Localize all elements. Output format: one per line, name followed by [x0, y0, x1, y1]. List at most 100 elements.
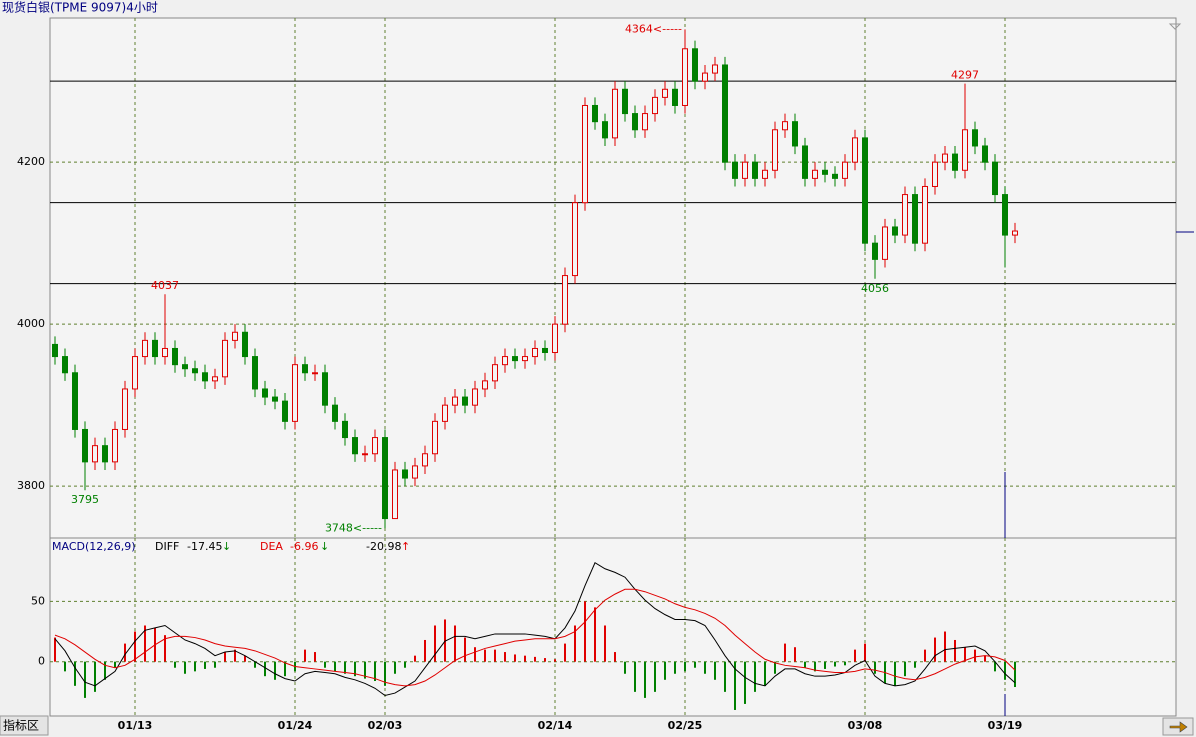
- macd-arrow: ↑: [401, 540, 410, 553]
- candle-body: [222, 339, 228, 378]
- candle-body: [842, 161, 848, 179]
- candle-body: [152, 339, 158, 358]
- macd-bar: [1004, 661, 1006, 680]
- menu-icon[interactable]: [1168, 23, 1182, 30]
- candle-body: [312, 372, 318, 375]
- macd-bar: [224, 652, 226, 662]
- candle-body: [422, 453, 428, 467]
- candle-body: [912, 194, 918, 244]
- candle-body: [642, 113, 648, 131]
- candle-body: [322, 372, 328, 406]
- macd-bar: [914, 661, 916, 668]
- indicator-button-label: 指标区: [3, 718, 39, 733]
- candle-body: [632, 113, 638, 131]
- macd-bar: [114, 661, 116, 668]
- extreme-label: 3795: [71, 493, 99, 506]
- candle-body: [492, 364, 498, 382]
- candle-body: [782, 121, 788, 131]
- macd-bar: [994, 661, 996, 672]
- macd-bar: [324, 661, 326, 668]
- macd-bar: [764, 661, 766, 686]
- diff-name: DIFF: [155, 540, 179, 553]
- candle-body: [52, 343, 58, 358]
- candle-body: [402, 469, 408, 479]
- macd-bar: [854, 649, 856, 662]
- candle-body: [352, 437, 358, 455]
- candle-body: [542, 347, 548, 354]
- candle-body: [922, 185, 928, 244]
- candle-body: [92, 445, 98, 463]
- macd-bar: [354, 661, 356, 677]
- macd-bar: [814, 661, 816, 672]
- y-tick-label: 4200: [17, 155, 45, 168]
- candle-body: [752, 161, 758, 179]
- macd-label: MACD(12,26,9): [52, 540, 136, 553]
- candle-body: [182, 364, 188, 370]
- candle-body: [522, 356, 528, 362]
- macd-bar: [614, 652, 616, 662]
- macd-bar: [174, 661, 176, 668]
- macd-bar: [454, 625, 456, 662]
- y-tick-label: 4000: [17, 317, 45, 330]
- macd-bar: [934, 637, 936, 662]
- macd-bar: [844, 661, 846, 666]
- candle-body: [512, 356, 518, 362]
- macd-bar: [784, 643, 786, 662]
- x-tick-label: 01/13: [118, 719, 153, 732]
- macd-bar: [724, 661, 726, 692]
- candle-body: [532, 347, 538, 358]
- candle-body: [942, 153, 948, 163]
- macd-bar: [874, 661, 876, 674]
- macd-bar: [734, 661, 736, 710]
- candle-body: [252, 356, 258, 390]
- macd-bar: [214, 661, 216, 668]
- candle-body: [132, 356, 138, 390]
- candle-body: [332, 404, 338, 422]
- x-tick-label: 02/03: [368, 719, 403, 732]
- candle-body: [812, 169, 818, 179]
- candle-body: [232, 331, 238, 341]
- chart-title: 现货白银(TPME 9097)4小时: [2, 0, 158, 15]
- macd-bar: [524, 655, 526, 662]
- indicator-button[interactable]: [0, 715, 49, 736]
- macd-bar: [364, 661, 366, 679]
- candle-body: [962, 129, 968, 171]
- macd-bar: [954, 639, 956, 662]
- candle-body: [582, 104, 588, 204]
- macd-line: [54, 562, 1016, 697]
- macd-bar: [474, 647, 476, 662]
- macd-panel: [49, 537, 1177, 717]
- macd-bar: [804, 661, 806, 668]
- extreme-label: 4297: [951, 69, 979, 82]
- candle-body: [862, 137, 868, 244]
- macd-bar: [144, 625, 146, 662]
- macd-bar: [334, 661, 336, 672]
- macd-bar: [394, 661, 396, 674]
- macd-bar: [774, 661, 776, 674]
- macd-bar: [744, 661, 746, 704]
- candle-body: [262, 388, 268, 398]
- candle-body: [292, 364, 298, 422]
- candle-body: [272, 396, 278, 402]
- extreme-label: 3748<-----: [325, 521, 382, 534]
- macd-bar: [304, 649, 306, 662]
- macd-bar: [424, 639, 426, 662]
- candle-body: [202, 372, 208, 382]
- candle-body: [952, 153, 958, 171]
- macd-bar: [264, 661, 266, 677]
- macd-bar: [894, 661, 896, 686]
- candle-body: [982, 145, 988, 163]
- macd-bar: [624, 661, 626, 674]
- candle-body: [672, 88, 678, 106]
- macd-bar: [694, 661, 696, 668]
- macd-bar: [414, 655, 416, 662]
- macd-bar: [974, 649, 976, 662]
- macd-bar: [984, 655, 986, 662]
- macd-bar: [654, 661, 656, 692]
- macd-bar: [184, 661, 186, 674]
- candle-body: [682, 48, 688, 106]
- macd-bar: [534, 656, 536, 662]
- macd-bar: [204, 661, 206, 669]
- candle-body: [412, 465, 418, 479]
- macd-bar: [944, 631, 946, 662]
